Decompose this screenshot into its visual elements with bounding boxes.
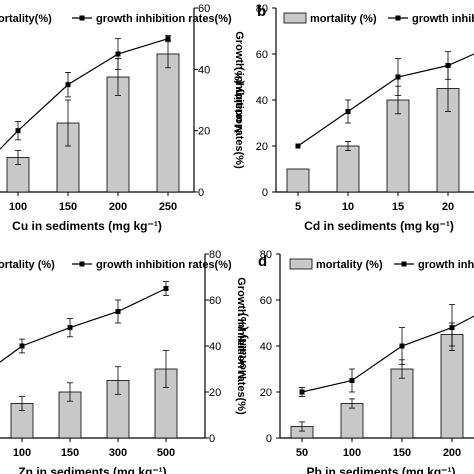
legend-line-marker [395,15,401,21]
x-axis-title: Zn in sediments (mg kg⁻¹) [18,465,166,474]
growth-inhibition-line [0,38,169,150]
left-tick-label: 60 [256,49,268,61]
x-tick-label: 150 [61,447,79,459]
x-tick-label: 300 [109,447,127,459]
y-axis-title-left: Mortality (%) [237,313,249,379]
x-tick-label: 150 [59,201,77,213]
growth-inhibition-point [19,343,25,349]
x-axis-title: Pb in sediments (mg kg⁻¹) [306,465,455,474]
x-tick-label: 200 [443,447,461,459]
x-axis-title: Cd in sediments (mg kg⁻¹) [304,219,454,233]
y-axis-title-right: Growth inhibition rates(%) [233,31,245,169]
right-tick-label: 0 [198,187,204,199]
x-tick-label: 100 [343,447,361,459]
chart-panel-0: 0 20 40 60 Growth inhibition rates(%) Cu in s… [0,3,245,233]
growth-inhibition-point [15,128,21,134]
x-tick-label: 5 [295,201,301,213]
right-tick-label: 40 [198,64,210,76]
x-tick-label: 200 [109,201,127,213]
legend-bar-label: mortality (%) [316,259,383,271]
growth-inhibition-point [349,378,355,383]
chart-panel-2: 0 20 40 60 80 Growth inhibition rates(%) Zn in… [0,249,247,474]
growth-inhibition-point [67,325,73,331]
x-tick-label: 100 [13,447,31,459]
mortality-bar [340,403,364,439]
legend-line-label: growth inhibition [412,13,474,25]
legend-bar-swatch [289,258,313,270]
left-tick-label: 80 [260,249,272,261]
growth-inhibition-point [449,325,455,331]
left-tick-label: 0 [262,187,268,199]
y-axis-title-right: Growth inhibition rates(%) [235,277,247,415]
growth-inhibition-point [163,286,169,291]
growth-inhibition-line [0,287,167,363]
growth-inhibition-point [115,51,121,57]
mortality-bar [390,368,414,439]
mortality-bar [156,53,180,193]
mortality-bar [336,145,360,193]
panel-letter: b [257,3,266,20]
legend-line-label: growth inhibition rates(%) [96,13,232,25]
growth-inhibition-point [295,143,301,149]
legend-bar-label: ortality(%) [0,13,52,25]
x-tick-label: 150 [393,447,411,459]
right-tick-label: 60 [209,295,221,307]
growth-inhibition-point [345,109,351,114]
growth-inhibition-point [445,63,451,68]
legend-line-label: growth inhibition rates(%) [96,259,232,271]
right-tick-label: 40 [209,341,221,353]
right-tick-label: 20 [198,126,210,138]
legend-bar-label: mortality (%) [310,13,377,25]
right-tick-label: 20 [209,387,221,399]
legend-line-marker [79,15,85,21]
chart-panel-1: b 0 20 40 60 80 Mortality (%) Cd in sediments (… [233,3,474,233]
y-axis-title-left: Mortality (%) [233,67,245,133]
left-tick-label: 40 [256,95,268,107]
growth-inhibition-point [395,74,401,80]
legend-bar-swatch [283,12,307,24]
right-tick-label: 60 [198,3,210,15]
x-tick-label: 50 [296,447,308,459]
growth-inhibition-point [399,343,405,349]
growth-inhibition-point [65,82,71,88]
right-tick-label: 80 [209,249,221,261]
growth-inhibition-point [299,389,305,395]
growth-inhibition-point [165,36,171,42]
left-tick-label: 60 [260,295,272,307]
left-tick-label: 80 [256,3,268,15]
legend-line-marker [401,261,407,267]
mortality-bar [286,168,310,193]
left-tick-label: 40 [260,341,272,353]
legend-line-label: growth inhibiti [418,259,474,271]
left-tick-label: 20 [256,141,268,153]
right-tick-label: 0 [209,433,215,445]
x-tick-label: 500 [157,447,175,459]
chart-panel-3: d 0 20 40 60 80 Mortality (%) Pb in sediments (… [237,249,474,474]
legend-bar-label: ortality (%) [0,259,55,271]
x-tick-label: 20 [442,201,454,213]
growth-inhibition-point [115,309,121,314]
legend-line-marker [79,261,85,267]
left-tick-label: 20 [260,387,272,399]
x-axis-title: Cu in sediments (mg kg⁻¹) [12,219,162,233]
panel-letter: d [258,253,267,270]
x-tick-label: 15 [392,201,404,213]
x-tick-label: 10 [342,201,354,213]
x-tick-label: 250 [159,201,177,213]
left-tick-label: 0 [266,433,272,445]
x-tick-label: 100 [9,201,27,213]
